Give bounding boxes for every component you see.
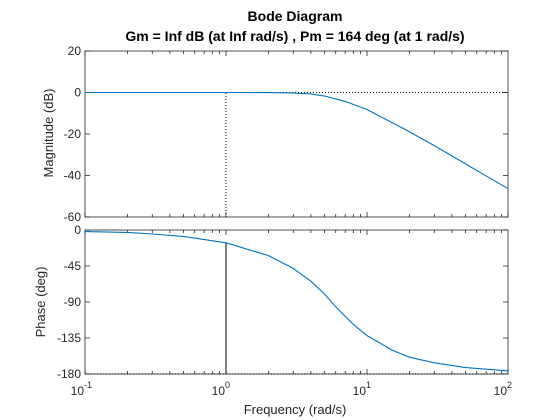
phase-x-tick-label: 10 bbox=[71, 384, 85, 398]
phase-y-tick-label: 0 bbox=[74, 223, 81, 237]
phase-x-tick-label: 10 bbox=[494, 384, 508, 398]
phase-y-tick-label: -90 bbox=[64, 295, 82, 309]
magnitude-y-axis-label: Magnitude (dB) bbox=[41, 89, 56, 178]
phase-x-tick-label-exponent: 2 bbox=[507, 380, 512, 390]
phase-x-tick-label: 10 bbox=[353, 384, 367, 398]
magnitude-y-tick-label: 0 bbox=[74, 86, 81, 100]
figure-subtitle: Gm = Inf dB (at Inf rad/s) , Pm = 164 de… bbox=[125, 28, 464, 44]
phase-x-tick-label-exponent: 1 bbox=[366, 380, 371, 390]
figure-title: Bode Diagram bbox=[248, 8, 343, 24]
phase-y-tick-label: -180 bbox=[57, 367, 81, 381]
magnitude-y-tick-label: -40 bbox=[64, 169, 82, 183]
magnitude-y-tick-label: -60 bbox=[64, 210, 82, 224]
magnitude-y-tick-label: -20 bbox=[64, 127, 82, 141]
phase-x-tick-label-exponent: -1 bbox=[84, 380, 92, 390]
phase-series-line bbox=[84, 231, 509, 372]
x-axis-label: Frequency (rad/s) bbox=[244, 402, 347, 417]
phase-y-tick-label: -45 bbox=[64, 259, 82, 273]
magnitude-y-tick-label: 20 bbox=[68, 44, 82, 58]
phase-x-tick-label-exponent: 0 bbox=[225, 380, 230, 390]
magnitude-plot: 20 0 -20 -40 -60 bbox=[64, 44, 509, 224]
magnitude-axes-frame bbox=[84, 50, 509, 218]
phase-y-axis-label: Phase (deg) bbox=[33, 267, 48, 338]
phase-x-tick-label: 10 bbox=[212, 384, 226, 398]
phase-y-tick-label: -135 bbox=[57, 331, 81, 345]
phase-axes-frame bbox=[84, 229, 509, 375]
magnitude-series-line bbox=[85, 91, 509, 190]
